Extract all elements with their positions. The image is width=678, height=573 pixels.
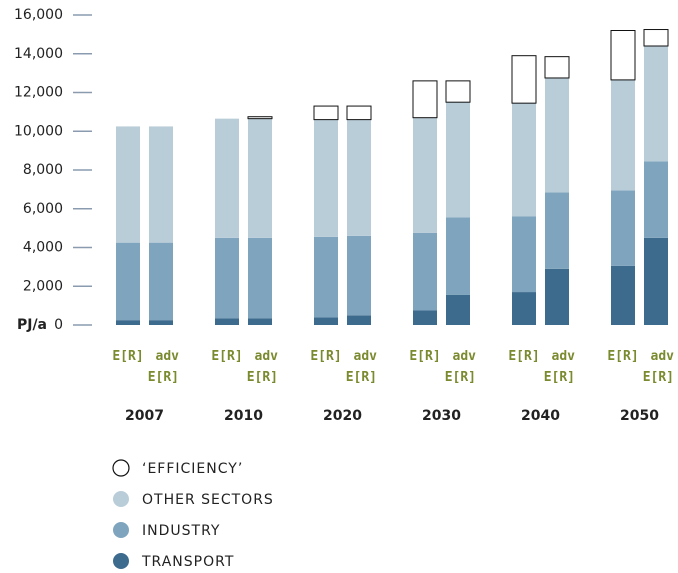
bar-segment xyxy=(347,235,371,316)
scenario-label: E[R] xyxy=(310,349,342,364)
bar-segment xyxy=(446,294,470,325)
legend-marker xyxy=(113,491,129,507)
y-tick-label: 2,000 xyxy=(23,278,63,294)
bar-segment xyxy=(512,103,536,217)
bar-segment xyxy=(149,320,173,325)
scenario-label: adv E[R] xyxy=(642,349,674,385)
bar-segment xyxy=(116,320,140,325)
bar-segment xyxy=(313,105,339,121)
bar-segment xyxy=(347,315,371,325)
y-tick-label: 10,000 xyxy=(14,123,63,139)
y-tick-label: 12,000 xyxy=(14,85,63,101)
bar-segment xyxy=(644,161,668,238)
bar-segment xyxy=(116,126,140,243)
legend-marker xyxy=(113,522,129,538)
bar-segment xyxy=(446,217,470,295)
bar-segment xyxy=(610,30,636,81)
bar-segment xyxy=(314,236,338,318)
bar-segment xyxy=(644,46,668,162)
x-tick-label: 2007 xyxy=(125,408,164,424)
x-tick-label: 2030 xyxy=(422,408,461,424)
bar-segment xyxy=(116,242,140,321)
bar-segment xyxy=(512,292,536,325)
bar-segment xyxy=(347,119,371,236)
bar-segment xyxy=(314,119,338,237)
bar-segment xyxy=(413,310,437,325)
bar-segment xyxy=(611,190,635,266)
bar-segment xyxy=(545,77,569,193)
bar-segment xyxy=(215,118,239,238)
scenario-label: E[R] xyxy=(112,349,144,364)
x-tick-label: 2040 xyxy=(521,408,560,424)
scenario-label: adv E[R] xyxy=(345,349,377,385)
x-tick-label: 2050 xyxy=(620,408,659,424)
bar-segment xyxy=(545,192,569,269)
bar-segment xyxy=(544,56,570,79)
scenario-label: adv E[R] xyxy=(543,349,575,385)
bar-segment xyxy=(413,117,437,233)
bar-segment xyxy=(248,237,272,319)
scenario-label: adv E[R] xyxy=(147,349,179,385)
legend-label: ‘EFFICIENCY’ xyxy=(142,461,243,477)
legend-label: INDUSTRY xyxy=(142,523,220,539)
legend-label: OTHER SECTORS xyxy=(142,492,274,508)
scenario-label: adv E[R] xyxy=(444,349,476,385)
bar-segment xyxy=(511,55,537,104)
scenario-label: E[R] xyxy=(409,349,441,364)
bar-segment xyxy=(215,318,239,325)
bar-segment xyxy=(545,268,569,325)
y-tick-label: 4,000 xyxy=(23,240,63,256)
bar-segment xyxy=(314,317,338,325)
scenario-label: E[R] xyxy=(211,349,243,364)
bar-segment xyxy=(149,242,173,321)
bar-segment xyxy=(611,79,635,191)
y-tick-label: 6,000 xyxy=(23,201,63,217)
bar-segment xyxy=(247,116,273,120)
y-tick-label: 14,000 xyxy=(14,46,63,62)
bar-segment xyxy=(248,118,272,238)
y-tick-label: 16,000 xyxy=(14,7,63,23)
bar-segment xyxy=(445,80,471,103)
bar-segment xyxy=(512,216,536,293)
bar-segment xyxy=(149,126,173,243)
bar-segment xyxy=(412,80,438,119)
bar-segment xyxy=(643,29,669,47)
scenario-label: adv E[R] xyxy=(246,349,278,385)
scenario-label: E[R] xyxy=(508,349,540,364)
bar-segment xyxy=(446,102,470,218)
bar-segment xyxy=(413,232,437,311)
y-tick-label: 0 xyxy=(54,317,63,333)
bar-segment xyxy=(248,318,272,325)
x-tick-label: 2020 xyxy=(323,408,362,424)
bar-segment xyxy=(215,237,239,319)
legend-marker xyxy=(113,553,129,569)
scenario-label: E[R] xyxy=(607,349,639,364)
legend-label: TRANSPORT xyxy=(141,554,234,570)
bar-segment xyxy=(611,265,635,325)
bar-segment xyxy=(346,105,372,121)
y-axis-label: PJ/a xyxy=(17,317,47,333)
y-tick-label: 8,000 xyxy=(23,162,63,178)
bar-segment xyxy=(644,237,668,325)
legend-marker xyxy=(112,459,130,477)
x-tick-label: 2010 xyxy=(224,408,263,424)
